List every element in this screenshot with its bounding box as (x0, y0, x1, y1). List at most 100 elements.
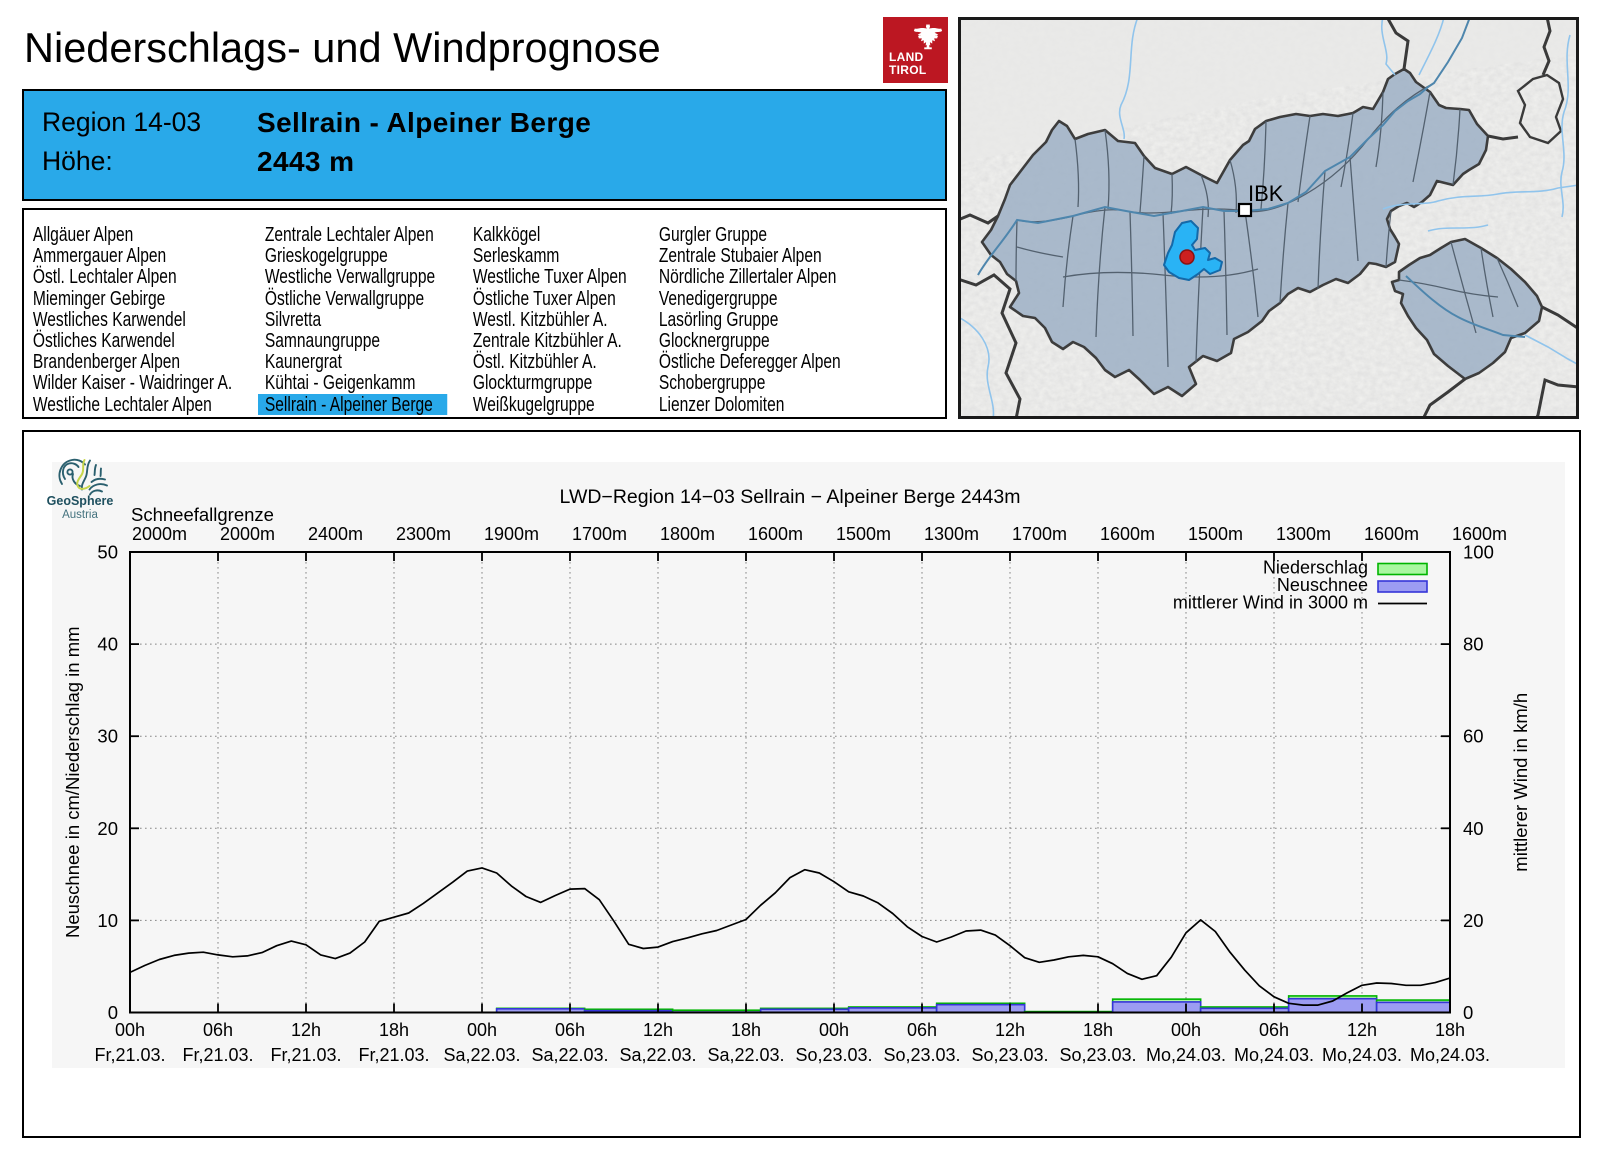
snowline-value: 1600m (1100, 524, 1155, 544)
region-list-item[interactable]: Westliche Tuxer Alpen (472, 265, 627, 289)
y-left-tick-label: 10 (97, 910, 118, 931)
region-name-value: Sellrain - Alpeiner Berge (257, 107, 592, 138)
x-tick-hour: 00h (467, 1020, 497, 1040)
selected-region[interactable] (1163, 220, 1223, 281)
x-tick-day: Mo,24.03. (1234, 1045, 1314, 1065)
snowline-value: 1700m (1012, 524, 1067, 544)
snowline-value: 2300m (396, 524, 451, 544)
region-list-item[interactable]: Wilder Kaiser - Waidringer A. (32, 371, 233, 395)
forecast-chart-svg: LWD−Region 14−03 Sellrain − Alpeiner Ber… (52, 462, 1565, 1068)
region-list-item[interactable]: Ammergauer Alpen (32, 244, 167, 268)
region-list-item[interactable]: Nördliche Zillertaler Alpen (658, 265, 837, 289)
region-list-item[interactable]: Glockturmgruppe (472, 371, 593, 395)
geosphere-country: Austria (62, 509, 98, 521)
x-tick-day: Mo,24.03. (1146, 1045, 1226, 1065)
y-right-tick-label: 0 (1463, 1002, 1473, 1023)
region-list-item[interactable]: Kaunergrat (264, 350, 342, 374)
region-list-item[interactable]: Lasörling Gruppe (658, 307, 779, 331)
x-tick-hour: 18h (731, 1020, 761, 1040)
region-list-item[interactable]: Westliche Verwallgruppe (264, 265, 436, 289)
snowline-value: 1700m (572, 524, 627, 544)
region-list-item[interactable]: Östliches Karwendel (32, 329, 175, 353)
region-list-item[interactable]: Westl. Kitzbühler A. (472, 307, 608, 331)
region-list-item[interactable]: Östliche Verwallgruppe (264, 286, 425, 310)
region-list-item[interactable]: Mieminger Gebirge (32, 286, 166, 310)
page-title: Niederschlags- und Windprognose (24, 24, 661, 71)
region-list-item-selected[interactable]: Sellrain - Alpeiner Berge (258, 393, 448, 415)
x-tick-hour: 06h (1259, 1020, 1289, 1040)
region-list-item[interactable]: Grieskogelgruppe (264, 244, 388, 268)
legend-neuschnee-label: Neuschnee (1277, 575, 1368, 595)
axis-ticks (129, 551, 1451, 1014)
snowline-value: 1600m (1452, 524, 1507, 544)
y-left-tick-label: 20 (97, 818, 118, 839)
region-list-item[interactable]: Gurgler Gruppe (658, 223, 768, 246)
x-tick-hour: 00h (819, 1020, 849, 1040)
region-list-item[interactable]: Östliche Deferegger Alpen (658, 350, 841, 374)
geosphere-logo: GeoSphere Austria (47, 458, 113, 521)
x-tick-hour: 12h (643, 1020, 673, 1040)
logo-text-land: LAND (889, 50, 924, 64)
x-tick-day: Sa,22.03. (443, 1045, 520, 1065)
x-tick-day: Fr,21.03. (182, 1045, 253, 1065)
x-tick-hour: 18h (379, 1020, 409, 1040)
x-tick-hour: 12h (291, 1020, 321, 1040)
map-border (958, 17, 1579, 419)
region-list-item[interactable]: Östl. Kitzbühler A. (472, 350, 597, 374)
snowline-axis-label: Schneefallgrenze (131, 504, 274, 525)
tirol-eagle-icon (913, 23, 943, 50)
snowline-value: 1500m (1188, 524, 1243, 544)
region-list-item[interactable]: Brandenberger Alpen (32, 350, 181, 374)
region-column-1: Allgäuer Alpen Ammergauer Alpen Östl. Lech… (26, 224, 316, 415)
logo-text-tirol: TIROL (889, 63, 927, 77)
snowline-value: 1900m (484, 524, 539, 544)
x-tick-hour: 18h (1083, 1020, 1113, 1040)
wind-line (130, 867, 1450, 1006)
ibk-label: IBK (1248, 181, 1284, 206)
chart-gridlines (130, 552, 1450, 1013)
region-banner: Region 14-03 Sellrain - Alpeiner Berge H… (22, 89, 947, 201)
region-list-item[interactable]: Weißkugelgruppe (472, 392, 595, 416)
region-list: Allgäuer Alpen Ammergauer Alpen Östl. Lech… (22, 208, 947, 419)
region-list-item[interactable]: Zentrale Stubaier Alpen (658, 244, 822, 268)
x-tick-day: Fr,21.03. (270, 1045, 341, 1065)
legend-wind-label: mittlerer Wind in 3000 m (1173, 593, 1368, 613)
y-left-tick-label: 30 (97, 726, 118, 747)
x-tick-hour: 00h (1171, 1020, 1201, 1040)
region-list-item[interactable]: Kühtai - Geigenkamm (264, 371, 416, 395)
y-left-tick-label: 50 (97, 542, 118, 563)
x-tick-hour: 12h (1347, 1020, 1377, 1040)
region-list-item[interactable]: Serleskamm (472, 244, 560, 268)
region-list-item[interactable]: Kalkkögel (472, 223, 541, 246)
region-list-item[interactable]: Zentrale Lechtaler Alpen (264, 223, 434, 246)
y-right-tick-label: 20 (1463, 910, 1484, 931)
tyrol-regions (980, 67, 1544, 398)
region-list-item[interactable]: Westliche Lechtaler Alpen (32, 392, 212, 416)
snowline-value: 2000m (220, 524, 275, 544)
x-tick-day: So,23.03. (1059, 1045, 1136, 1065)
region-list-item[interactable]: Samnaungruppe (264, 329, 381, 353)
foreland-area (958, 17, 1579, 163)
region-list-item[interactable]: Glocknergruppe (658, 329, 770, 353)
region-list-item[interactable]: Zentrale Kitzbühler A. (472, 329, 622, 353)
region-list-item[interactable]: Östl. Lechtaler Alpen (32, 265, 177, 289)
region-list-item[interactable]: Silvretta (264, 307, 322, 331)
plot-border (129, 551, 1451, 1014)
region-list-item[interactable]: Allgäuer Alpen (32, 223, 134, 246)
region-list-item[interactable]: Östliche Tuxer Alpen (472, 286, 616, 310)
enclave-outline (1516, 73, 1565, 145)
y-left-axis-label: Neuschnee in cm/Niederschlag in mm (62, 626, 83, 938)
region-marker-dot (1179, 249, 1195, 265)
y-right-tick-label: 60 (1463, 726, 1484, 747)
forecast-chart: LWD−Region 14−03 Sellrain − Alpeiner Ber… (22, 430, 1581, 1138)
x-tick-day: Mo,24.03. (1322, 1045, 1402, 1065)
x-tick-day: Fr,21.03. (94, 1045, 165, 1065)
region-list-item[interactable]: Lienzer Dolomiten (658, 392, 785, 416)
region-list-item[interactable]: Schobergruppe (658, 371, 766, 395)
region-list-item[interactable]: Westliches Karwendel (32, 307, 186, 331)
snowline-value: 1600m (748, 524, 803, 544)
y-left-tick-label: 40 (97, 634, 118, 655)
region-list-item[interactable]: Venedigergruppe (658, 286, 778, 310)
snowline-value: 2000m (132, 524, 187, 544)
